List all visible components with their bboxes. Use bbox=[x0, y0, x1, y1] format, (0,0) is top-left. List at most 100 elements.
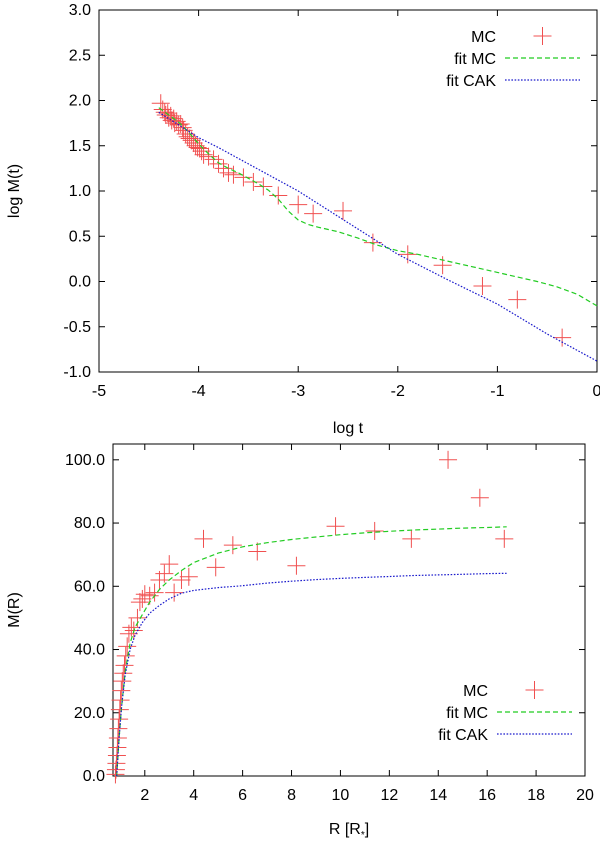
bottom-x-tick-label-4: 4 bbox=[189, 787, 198, 804]
bottom-mc-point-17 bbox=[122, 618, 141, 637]
bottom-mc-point-31 bbox=[194, 529, 213, 548]
bottom-legend: MC fit MC fit CAK bbox=[438, 681, 572, 744]
chart-top: -5 -4 -3 -2 -1 0 -1.0 -0.5 0.0 0.5 1.0 1.5 2.0 2.5 3.… bbox=[6, 2, 600, 437]
bottom-plot-frame bbox=[112, 443, 586, 777]
bottom-mc-point-20 bbox=[130, 593, 149, 612]
top-x-tick-label-neg3: -3 bbox=[291, 383, 305, 400]
top-mc-point-38 bbox=[363, 233, 382, 252]
top-mc-point-29 bbox=[219, 163, 238, 182]
bottom-x-tick-label-18: 18 bbox=[527, 787, 545, 804]
top-x-tick-label-neg5: -5 bbox=[92, 383, 106, 400]
top-mc-point-31 bbox=[234, 168, 253, 187]
top-y-tick-label-0p0: 0.0 bbox=[69, 274, 91, 291]
top-mc-point-40 bbox=[433, 256, 452, 275]
top-mc-point-24 bbox=[194, 145, 213, 164]
bottom-mc-point-38 bbox=[402, 529, 421, 548]
bottom-mc-point-32 bbox=[206, 558, 225, 577]
top-y-tick-label-neg1p0: -1.0 bbox=[63, 364, 91, 381]
top-mc-point-39 bbox=[398, 245, 417, 264]
top-mc-point-25 bbox=[199, 147, 218, 166]
bottom-mc-point-26 bbox=[155, 564, 174, 583]
bottom-series-line-fit-cak bbox=[116, 572, 507, 777]
bottom-y-tick-label-40p0: 40.0 bbox=[74, 642, 105, 659]
top-x-tick-label-0: 0 bbox=[593, 383, 600, 400]
top-x-axis-label: log t bbox=[333, 420, 364, 437]
bottom-mc-point-29 bbox=[172, 570, 191, 589]
top-mc-point-32 bbox=[244, 172, 263, 191]
bottom-y-tick-label-0p0: 0.0 bbox=[83, 768, 105, 785]
bottom-mc-point-35 bbox=[287, 556, 306, 575]
bottom-x-tick-label-12: 12 bbox=[380, 787, 398, 804]
bottom-mc-point-33 bbox=[223, 536, 242, 555]
top-mc-point-42 bbox=[508, 290, 527, 309]
top-legend: MC fit MC fit CAK bbox=[446, 27, 580, 90]
bottom-mc-point-24 bbox=[145, 583, 164, 602]
top-y-tick-label-3p0: 3.0 bbox=[69, 2, 91, 19]
top-mc-point-28 bbox=[214, 159, 233, 178]
top-y-tick-label-neg0p5: -0.5 bbox=[63, 319, 91, 336]
bottom-y-tick-label-100p0: 100.0 bbox=[65, 452, 105, 469]
bottom-x-tick-label-6: 6 bbox=[238, 787, 247, 804]
bottom-mc-point-7 bbox=[110, 710, 129, 729]
bottom-mc-point-11 bbox=[113, 672, 132, 691]
bottom-x-tick-label-20: 20 bbox=[576, 787, 594, 804]
bottom-mc-point-30 bbox=[179, 567, 198, 586]
bottom-mc-point-21 bbox=[133, 589, 152, 608]
top-series bbox=[151, 94, 598, 362]
top-mc-point-41 bbox=[473, 277, 492, 296]
top-plot-frame bbox=[98, 9, 598, 373]
bottom-x-tick-label-14: 14 bbox=[429, 787, 447, 804]
bottom-series-line-fit-mc bbox=[116, 526, 507, 777]
chart-bottom: 2 4 6 8 10 12 14 16 18 20 0.0 20.0 40.0 60.0 80.0 100.… bbox=[6, 443, 594, 841]
bottom-mc-point-8 bbox=[110, 700, 129, 719]
bottom-mc-point-6 bbox=[109, 719, 128, 738]
bottom-mc-point-40 bbox=[470, 488, 489, 507]
top-mc-point-7 bbox=[162, 111, 181, 130]
bottom-mc-point-39 bbox=[439, 450, 458, 469]
top-mc-point-26 bbox=[204, 150, 223, 169]
top-legend-label-mc: MC bbox=[471, 29, 496, 46]
bottom-mc-point-15 bbox=[118, 637, 137, 656]
bottom-x-ticks: 2 4 6 8 10 12 14 16 18 20 bbox=[140, 444, 594, 804]
bottom-mc-point-28 bbox=[165, 583, 184, 602]
top-y-tick-label-1p0: 1.0 bbox=[69, 183, 91, 200]
top-mc-point-30 bbox=[224, 165, 243, 184]
top-x-tick-label-neg1: -1 bbox=[490, 383, 504, 400]
top-mc-point-37 bbox=[334, 201, 353, 220]
top-mc-point-23 bbox=[192, 142, 211, 161]
top-legend-label-fit-mc: fit MC bbox=[454, 51, 496, 68]
bottom-mc-point-10 bbox=[112, 681, 131, 700]
bottom-x-axis-label: R [R*] bbox=[329, 821, 369, 841]
top-y-tick-label-0p5: 0.5 bbox=[69, 228, 91, 245]
top-y-ticks: -1.0 -0.5 0.0 0.5 1.0 1.5 2.0 2.5 3.0 bbox=[63, 2, 597, 381]
top-mc-point-27 bbox=[209, 154, 228, 173]
bottom-mc-point-34 bbox=[248, 542, 267, 561]
bottom-y-tick-label-80p0: 80.0 bbox=[74, 515, 105, 532]
bottom-series bbox=[106, 450, 514, 784]
bottom-mc-point-14 bbox=[116, 646, 135, 665]
bottom-y-tick-label-60p0: 60.0 bbox=[74, 578, 105, 595]
bottom-mc-point-13 bbox=[115, 656, 134, 675]
top-mc-point-43 bbox=[553, 328, 572, 347]
bottom-mc-point-36 bbox=[326, 517, 345, 536]
top-y-tick-label-2p0: 2.0 bbox=[69, 93, 91, 110]
bottom-mc-point-41 bbox=[495, 529, 514, 548]
top-x-tick-label-neg4: -4 bbox=[191, 383, 205, 400]
top-y-tick-label-1p5: 1.5 bbox=[69, 138, 91, 155]
top-legend-label-fit-cak: fit CAK bbox=[446, 73, 496, 90]
bottom-x-tick-label-2: 2 bbox=[140, 787, 149, 804]
top-mc-point-35 bbox=[289, 195, 308, 214]
bottom-mc-point-22 bbox=[135, 585, 154, 604]
bottom-x-axis-label-sub: * bbox=[361, 830, 365, 841]
top-y-tick-label-2p5: 2.5 bbox=[69, 47, 91, 64]
bottom-y-ticks: 0.0 20.0 40.0 60.0 80.0 100.0 bbox=[65, 452, 585, 785]
bottom-mc-point-12 bbox=[114, 664, 133, 683]
bottom-mc-point-9 bbox=[111, 691, 130, 710]
top-legend-swatch-mc bbox=[533, 27, 552, 45]
bottom-x-tick-label-8: 8 bbox=[287, 787, 296, 804]
top-y-axis-label: log M(t) bbox=[6, 164, 23, 218]
bottom-x-tick-label-16: 16 bbox=[478, 787, 496, 804]
bottom-legend-label-fit-mc: fit MC bbox=[446, 705, 488, 722]
bottom-legend-label-mc: MC bbox=[463, 683, 488, 700]
